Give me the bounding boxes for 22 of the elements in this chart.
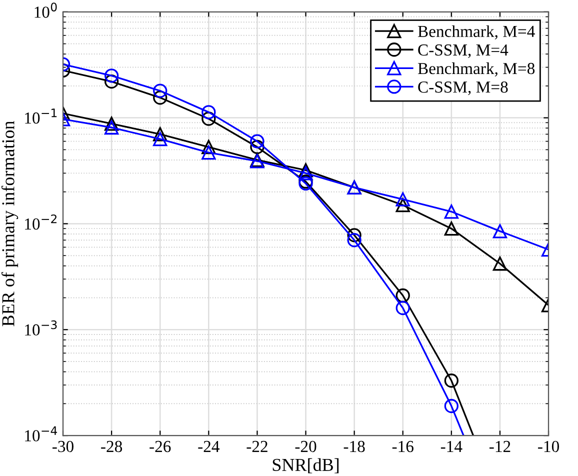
legend-label: Benchmark, M=8 xyxy=(418,62,535,77)
x-tick-label: -16 xyxy=(392,440,414,452)
y-tick-label: 10$^{−1}$ xyxy=(25,108,57,124)
y-tick-label: 10$^{−4}$ xyxy=(25,426,58,442)
x-tick-label: -18 xyxy=(344,440,365,452)
x-tick-label: -24 xyxy=(198,440,220,452)
x-tick-label: -26 xyxy=(150,440,171,452)
y-axis-title: BER of primary information xyxy=(1,120,18,326)
x-tick-label: -22 xyxy=(246,440,268,452)
legend-label: C-SSM, M=8 xyxy=(418,81,508,96)
x-tick-label: -20 xyxy=(295,440,316,452)
y-tick-label: 10$^{−2}$ xyxy=(25,214,56,230)
y-tick-label: 10$^{−3}$ xyxy=(25,320,57,336)
x-tick-label: -14 xyxy=(440,440,462,452)
x-tick-label: -10 xyxy=(538,440,559,452)
x-tick-label: -30 xyxy=(52,440,74,452)
legend-label: C-SSM, M=4 xyxy=(418,44,508,58)
x-tick-label: -28 xyxy=(101,440,122,452)
legend-label: Benchmark, M=4 xyxy=(418,25,535,40)
y-tick-label: 10$^{0}$ xyxy=(34,2,57,18)
x-axis-title: SNR[dB] xyxy=(272,458,339,474)
x-tick-label: -12 xyxy=(489,440,510,452)
